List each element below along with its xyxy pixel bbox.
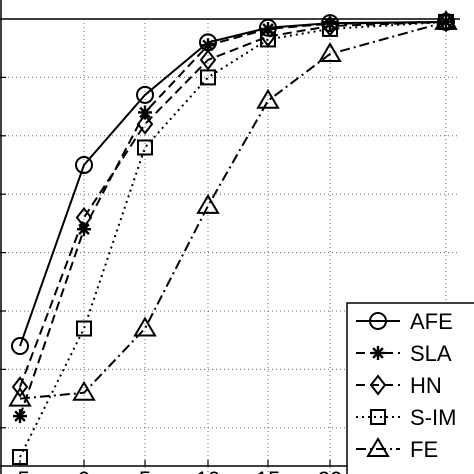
marker-square (12, 449, 28, 465)
marker-triangle (72, 380, 96, 401)
marker-square (260, 31, 276, 48)
x-tick-label: -5 (10, 467, 30, 474)
marker-circle (75, 156, 93, 174)
legend-label: HN (410, 373, 442, 398)
series-line (19, 20, 447, 388)
legend-item-sla: SLA (356, 341, 452, 366)
series-sla (13, 14, 453, 424)
marker-square (76, 320, 92, 337)
marker-triangle (133, 316, 157, 337)
marker-circle (369, 312, 387, 330)
series-line (19, 20, 447, 400)
legend: AFE SLA HN S-IM FE (346, 302, 474, 474)
x-tick-label: 5 (139, 467, 151, 474)
marker-triangle (434, 9, 458, 30)
series-group (8, 9, 458, 465)
x-tick-label: 10 (196, 467, 220, 474)
marker-square (322, 20, 338, 37)
marker-diamond (136, 113, 154, 135)
legend-label: FE (410, 437, 438, 462)
marker-triangle (366, 437, 390, 457)
marker-star (371, 346, 385, 360)
marker-triangle (8, 386, 32, 407)
marker-diamond (369, 374, 387, 396)
x-tick-label: 0 (78, 467, 90, 474)
marker-diamond (75, 206, 93, 229)
marker-triangle (256, 88, 280, 109)
marker-circle (11, 337, 29, 356)
legend-label: AFE (410, 309, 453, 334)
series-fe (8, 9, 458, 407)
marker-diamond (199, 49, 217, 71)
legend-label: SLA (410, 341, 452, 366)
marker-diamond (11, 376, 29, 398)
marker-square (137, 139, 153, 156)
legend-item-s-im: S-IM (356, 405, 456, 430)
legend-label: S-IM (410, 405, 456, 430)
marker-circle (136, 85, 154, 104)
marker-square (370, 409, 386, 425)
marker-star (13, 409, 27, 424)
legend-item-afe: AFE (356, 309, 453, 334)
legend-box (346, 302, 474, 474)
marker-triangle (318, 42, 342, 63)
marker-star (138, 105, 152, 120)
legend-item-hn: HN (356, 373, 442, 398)
marker-square (200, 69, 216, 86)
x-tick-label: 20 (318, 467, 342, 474)
marker-triangle (196, 193, 220, 214)
legend-item-fe: FE (356, 437, 438, 462)
x-tick-label: 15 (256, 467, 280, 474)
